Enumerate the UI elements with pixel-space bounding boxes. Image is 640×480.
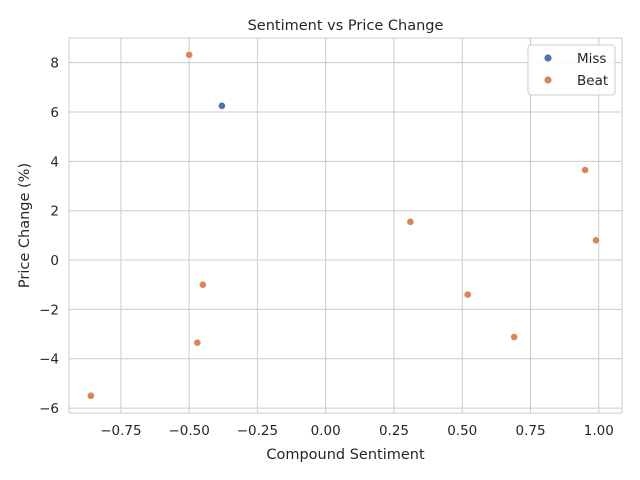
legend-label-miss: Miss xyxy=(577,51,606,67)
x-tick-label: 1.00 xyxy=(584,423,614,439)
x-axis-label: Compound Sentiment xyxy=(266,447,425,463)
legend-label-beat: Beat xyxy=(577,73,608,89)
data-point-beat xyxy=(198,280,207,289)
data-point-beat xyxy=(185,50,194,59)
data-point-beat xyxy=(592,236,600,245)
y-tick-label: −6 xyxy=(39,401,59,417)
x-tick-label: 0.75 xyxy=(515,423,545,439)
chart-title: Sentiment vs Price Change xyxy=(248,18,444,34)
y-tick-labels: −6 −4 −2 0 2 4 6 8 xyxy=(39,56,59,417)
plot-background xyxy=(69,38,622,413)
x-tick-label: 0.25 xyxy=(379,423,409,439)
x-tick-label: −0.50 xyxy=(168,423,209,439)
legend-marker-beat xyxy=(544,76,552,84)
y-tick-label: 6 xyxy=(50,105,59,121)
x-tick-label: −0.25 xyxy=(237,423,278,439)
y-tick-label: 4 xyxy=(50,154,59,170)
y-tick-label: −4 xyxy=(39,352,59,368)
y-tick-label: 2 xyxy=(50,204,59,220)
legend-marker-miss xyxy=(544,54,552,62)
data-point-beat xyxy=(510,333,519,341)
data-point-beat xyxy=(463,290,472,299)
x-tick-label: 0.50 xyxy=(447,423,477,439)
y-tick-label: −2 xyxy=(39,302,59,318)
data-points xyxy=(86,50,600,400)
grid-lines xyxy=(69,38,622,413)
x-tick-label: −0.75 xyxy=(100,423,141,439)
plot-frame xyxy=(68,37,623,414)
legend: Miss Beat xyxy=(527,44,616,96)
data-point-beat xyxy=(581,166,590,174)
x-tick-labels: −0.75 −0.50 −0.25 0.00 0.25 0.50 0.75 1.00 xyxy=(100,423,614,439)
data-point-beat xyxy=(86,391,95,400)
data-point-beat xyxy=(406,217,415,226)
y-tick-label: 0 xyxy=(50,253,59,269)
x-tick-label: 0.00 xyxy=(311,423,341,439)
data-point-miss xyxy=(218,101,226,110)
data-point-beat xyxy=(193,338,202,347)
y-axis-label: Price Change (%) xyxy=(17,163,33,288)
y-tick-label: 8 xyxy=(50,56,59,72)
